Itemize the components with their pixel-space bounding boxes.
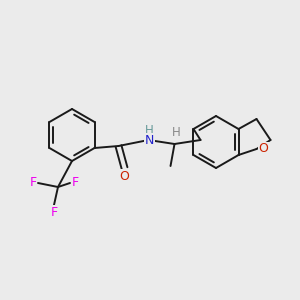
Text: F: F <box>50 206 58 218</box>
Text: N: N <box>145 134 154 146</box>
Text: H: H <box>145 124 154 136</box>
Text: O: O <box>259 142 269 155</box>
Text: F: F <box>29 176 37 190</box>
Text: F: F <box>71 176 79 190</box>
Text: H: H <box>172 127 181 140</box>
Text: O: O <box>120 169 130 182</box>
